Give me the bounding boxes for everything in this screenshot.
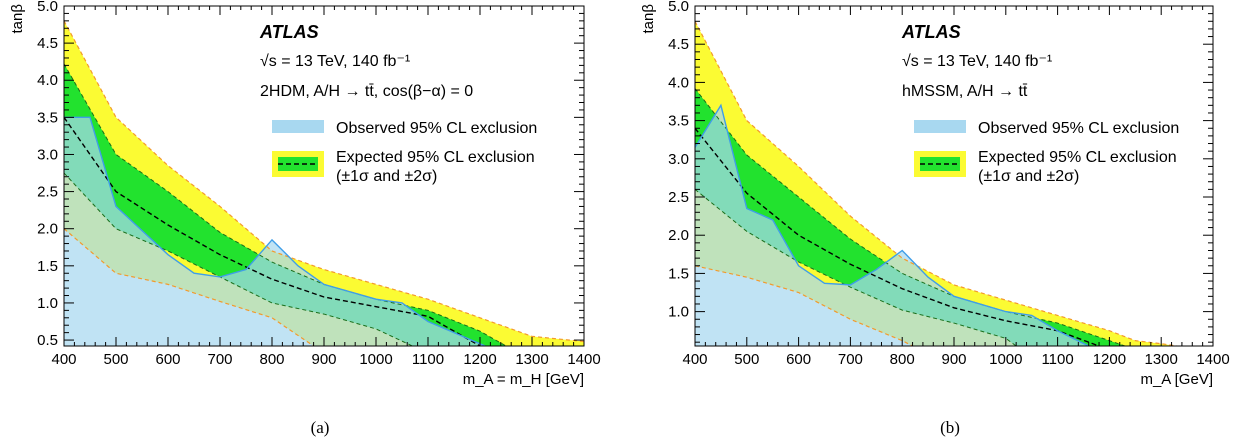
y-tick-label: 3.5 (37, 109, 58, 126)
y-axis-title: tanβ (9, 4, 26, 34)
x-tick-label: 800 (890, 351, 915, 368)
y-tick-label: 4.5 (668, 36, 689, 53)
experiment-label: ATLAS (259, 22, 319, 42)
panel-a: 400 500 600 700 800 900 1000 1100 1200 1300 1400 0.… (9, 0, 601, 437)
plus2sigma-edge-line (64, 20, 584, 343)
y-tick-label: 2.0 (37, 221, 58, 238)
y-tick-label: 4.5 (37, 35, 58, 52)
y-tick-label: 4.0 (668, 74, 689, 91)
legend-observed-swatch (914, 120, 966, 133)
y-tick-label: 5.0 (37, 0, 58, 15)
experiment-label: ATLAS (901, 22, 961, 42)
legend-expected-label: Expected 95% CL exclusion (336, 149, 535, 166)
x-tick-label: 400 (682, 351, 707, 368)
minus2sigma-edge-line (695, 265, 913, 346)
energy-lumi-text: √s = 13 TeV, 140 fb⁻¹ (260, 53, 410, 70)
x-tick-label: 1300 (1145, 351, 1178, 368)
x-tick-label: 500 (103, 351, 128, 368)
x-tick-label: 700 (207, 351, 232, 368)
x-axis-title: m_A [GeV] (1140, 371, 1213, 388)
x-tick-label: 1100 (412, 351, 444, 368)
x-tick-label: 700 (838, 351, 863, 368)
y-tick-label: 1.0 (37, 295, 58, 312)
y-tick-label: 1.5 (37, 258, 58, 275)
observed-exclusion-area (695, 105, 1089, 346)
observed-limit-line (64, 116, 486, 346)
x-tick-label: 900 (941, 351, 966, 368)
x-tick-label: 500 (734, 351, 759, 368)
x-tick-label: 1200 (463, 351, 496, 368)
legend-expected-sublabel: (±1σ and ±2σ) (978, 168, 1079, 185)
y-tick-label: 1.5 (668, 265, 689, 282)
panel-caption: (b) (940, 418, 960, 437)
y-tick-label: 3.0 (668, 151, 689, 168)
model-text: 2HDM, A/H → tt̄, cos(β−α) = 0 (260, 83, 473, 100)
x-tick-label: 800 (259, 351, 284, 368)
x-tick-label: 1400 (1196, 351, 1229, 368)
expected-limit-line (64, 116, 481, 346)
y-tick-label: 1.0 (668, 304, 689, 321)
x-tick-label: 400 (51, 351, 76, 368)
panel-b: 400 500 600 700 800 900 1000 1100 1200 1300 1400 1.… (640, 0, 1230, 437)
x-tick-label: 1000 (989, 351, 1022, 368)
legend-expected-sublabel: (±1σ and ±2σ) (336, 168, 437, 185)
y-tick-label: 3.5 (668, 113, 689, 130)
legend-observed-swatch (272, 120, 324, 133)
expected-limit-line (695, 127, 1100, 346)
minus2sigma-edge-line (64, 228, 314, 346)
observed-exclusion-area (64, 117, 486, 346)
legend-observed-label: Observed 95% CL exclusion (336, 120, 537, 137)
y-tick-label: 2.0 (668, 227, 689, 244)
x-tick-label: 1200 (1093, 351, 1126, 368)
plus1sigma-edge-line (695, 88, 1126, 346)
x-tick-label: 1400 (567, 351, 600, 368)
x-tick-label: 600 (786, 351, 811, 368)
panel-caption: (a) (311, 418, 330, 437)
plus2sigma-edge-line (695, 21, 1177, 346)
y-tick-label: 5.0 (668, 0, 689, 15)
y-tick-label: 3.0 (37, 146, 58, 163)
plus1sigma-edge-line (64, 63, 507, 346)
x-tick-label: 1300 (515, 351, 548, 368)
observed-limit-line (695, 103, 1089, 346)
x-tick-label: 600 (155, 351, 180, 368)
x-tick-label: 1100 (1041, 351, 1073, 368)
y-tick-label: 2.5 (37, 184, 58, 201)
plot-area (695, 21, 1177, 346)
minus1sigma-edge-line (695, 188, 1017, 346)
model-text: hMSSM, A/H → tt̄ (902, 83, 1028, 100)
energy-lumi-text: √s = 13 TeV, 140 fb⁻¹ (902, 53, 1052, 70)
y-axis-title: tanβ (640, 4, 657, 34)
legend-observed-label: Observed 95% CL exclusion (978, 120, 1179, 137)
y-tick-label: 4.0 (37, 72, 58, 89)
y-tick-label: 2.5 (668, 189, 689, 206)
plot-area (64, 20, 584, 346)
y-tick-label: 0.5 (37, 332, 58, 349)
x-axis-title: m_A = m_H [GeV] (463, 371, 584, 388)
minus1sigma-edge-line (64, 172, 413, 346)
x-tick-label: 1000 (359, 351, 392, 368)
legend-expected-label: Expected 95% CL exclusion (978, 149, 1177, 166)
x-tick-label: 900 (311, 351, 336, 368)
